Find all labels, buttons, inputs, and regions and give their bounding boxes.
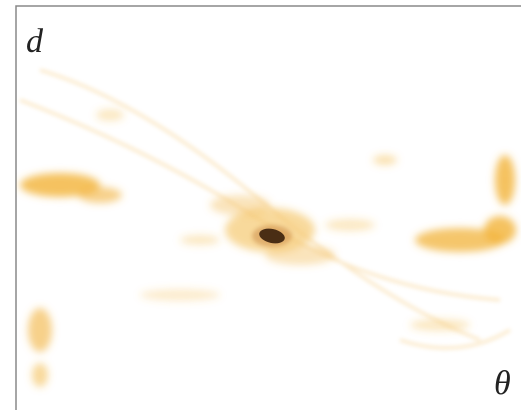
accumulator-image xyxy=(19,68,516,387)
horizontal-axis-label: θ xyxy=(494,365,511,402)
vertical-axis-label: d xyxy=(26,23,44,60)
